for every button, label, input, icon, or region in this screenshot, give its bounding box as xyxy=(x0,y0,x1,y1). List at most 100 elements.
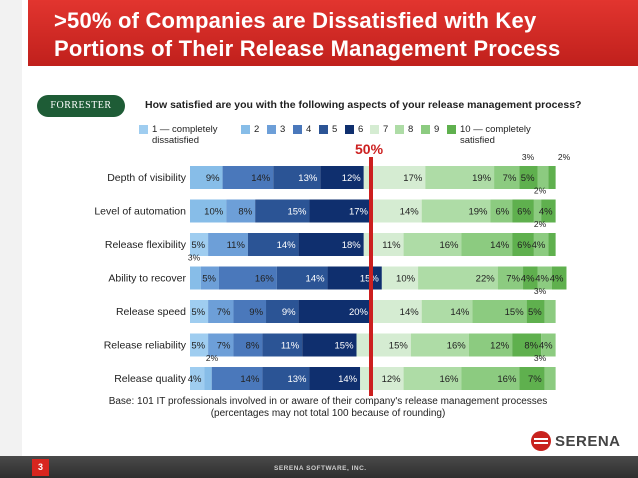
data-label: 5% xyxy=(521,173,535,184)
data-label: 16% xyxy=(447,341,467,352)
callout-label: 2% xyxy=(534,186,547,196)
serena-logo-text: SERENA xyxy=(555,433,621,450)
data-label: 11% xyxy=(281,341,300,352)
data-label: 15% xyxy=(335,341,355,352)
bar-segment xyxy=(410,333,469,357)
data-label: 19% xyxy=(468,207,488,218)
bar-segment xyxy=(233,300,267,323)
bar-segment xyxy=(526,300,545,323)
legend-swatch xyxy=(447,125,456,134)
bar-segment xyxy=(208,233,248,256)
data-label: 9% xyxy=(206,173,220,184)
data-label: 13% xyxy=(287,374,307,385)
data-label: 4% xyxy=(188,374,202,385)
data-label: 12% xyxy=(490,341,510,352)
data-label: 7% xyxy=(503,173,517,184)
legend-swatch xyxy=(319,125,328,134)
callout-label: 3% xyxy=(188,253,201,263)
data-label: 19% xyxy=(472,173,492,184)
bar-segment xyxy=(190,367,205,390)
survey-question: How satisfied are you with the following… xyxy=(145,99,582,111)
data-label: 18% xyxy=(342,240,362,251)
bar-segment xyxy=(363,166,426,189)
bar-segment xyxy=(247,233,299,256)
slide-title-line-2: Portions of Their Release Management Pro… xyxy=(54,36,561,61)
base-note-line-1: Base: 101 IT professionals involved in o… xyxy=(108,396,548,407)
data-label: 14% xyxy=(306,274,326,285)
data-label: 22% xyxy=(476,274,496,285)
bar-segment xyxy=(461,367,520,390)
fifty-percent-marker-label: 50% xyxy=(355,141,384,157)
data-label: 15% xyxy=(287,207,307,218)
bar-segment xyxy=(468,333,513,357)
bar-segment xyxy=(472,300,527,323)
bar-segment xyxy=(298,233,364,256)
bar-segment xyxy=(548,233,556,256)
bar-segment xyxy=(273,166,321,189)
category-label: Depth of visibility xyxy=(107,172,187,184)
callout-label: 3% xyxy=(534,353,547,363)
data-label: 10% xyxy=(396,274,416,285)
data-label: 9% xyxy=(282,307,296,318)
bar-segment xyxy=(533,199,542,223)
bar-segment xyxy=(512,333,542,357)
data-label: 14% xyxy=(400,307,420,318)
footer-bar xyxy=(0,456,638,478)
bar-segment xyxy=(262,367,310,390)
bar-segment xyxy=(519,166,538,189)
legend-label: 10 — completely xyxy=(460,124,531,135)
bar-segment xyxy=(537,166,549,189)
data-label: 16% xyxy=(439,240,459,251)
left-stripe xyxy=(0,0,22,478)
data-label: 16% xyxy=(439,374,459,385)
legend-swatch xyxy=(345,125,354,134)
data-label: 4% xyxy=(521,274,535,285)
callout-label: 2% xyxy=(206,353,219,363)
data-label: 12% xyxy=(342,173,362,184)
bar-segment xyxy=(262,333,303,357)
data-label: 17% xyxy=(403,173,423,184)
bar-segment xyxy=(208,333,234,357)
base-note-line-2: (percentages may not total 100 because o… xyxy=(210,408,446,419)
bar-segment xyxy=(218,266,277,290)
legend-swatch xyxy=(241,125,250,134)
legend-swatch xyxy=(139,125,148,134)
data-label: 20% xyxy=(349,307,369,318)
legend-label: 3 xyxy=(280,124,286,135)
data-label: 14% xyxy=(400,207,420,218)
data-label: 17% xyxy=(349,207,369,218)
bar-segment xyxy=(363,233,404,256)
data-label: 5% xyxy=(202,274,216,285)
data-label: 5% xyxy=(528,307,542,318)
data-label: 11% xyxy=(227,240,246,251)
data-label: 4% xyxy=(539,207,553,218)
legend-swatch xyxy=(293,125,302,134)
bar-segment xyxy=(266,300,299,323)
bar-segment xyxy=(302,333,357,357)
bar-segment xyxy=(519,367,545,390)
bar-segment xyxy=(421,300,473,323)
data-label: 16% xyxy=(255,274,275,285)
data-label: 7% xyxy=(506,274,520,285)
callout-label: 2% xyxy=(558,152,571,162)
data-label: 14% xyxy=(251,173,271,184)
category-label: Level of automation xyxy=(94,206,186,218)
legend-label: 5 xyxy=(332,124,338,135)
data-label: 12% xyxy=(382,374,402,385)
bar-segment xyxy=(211,367,263,390)
bar-segment xyxy=(190,300,209,323)
data-label: 14% xyxy=(277,240,297,251)
bar-segment xyxy=(512,233,534,256)
data-label: 14% xyxy=(490,240,510,251)
bar-segment xyxy=(204,367,212,390)
data-label: 5% xyxy=(191,341,205,352)
bar-segment xyxy=(548,166,556,189)
page-number: 3 xyxy=(32,459,49,476)
data-label: 7% xyxy=(217,307,231,318)
bar-segment xyxy=(541,333,556,357)
data-label: 10% xyxy=(204,207,224,218)
category-label: Release speed xyxy=(116,306,186,318)
footer-company: SERENA SOFTWARE, INC. xyxy=(274,465,367,472)
legend-swatch xyxy=(370,125,379,134)
data-label: 4% xyxy=(550,274,564,285)
